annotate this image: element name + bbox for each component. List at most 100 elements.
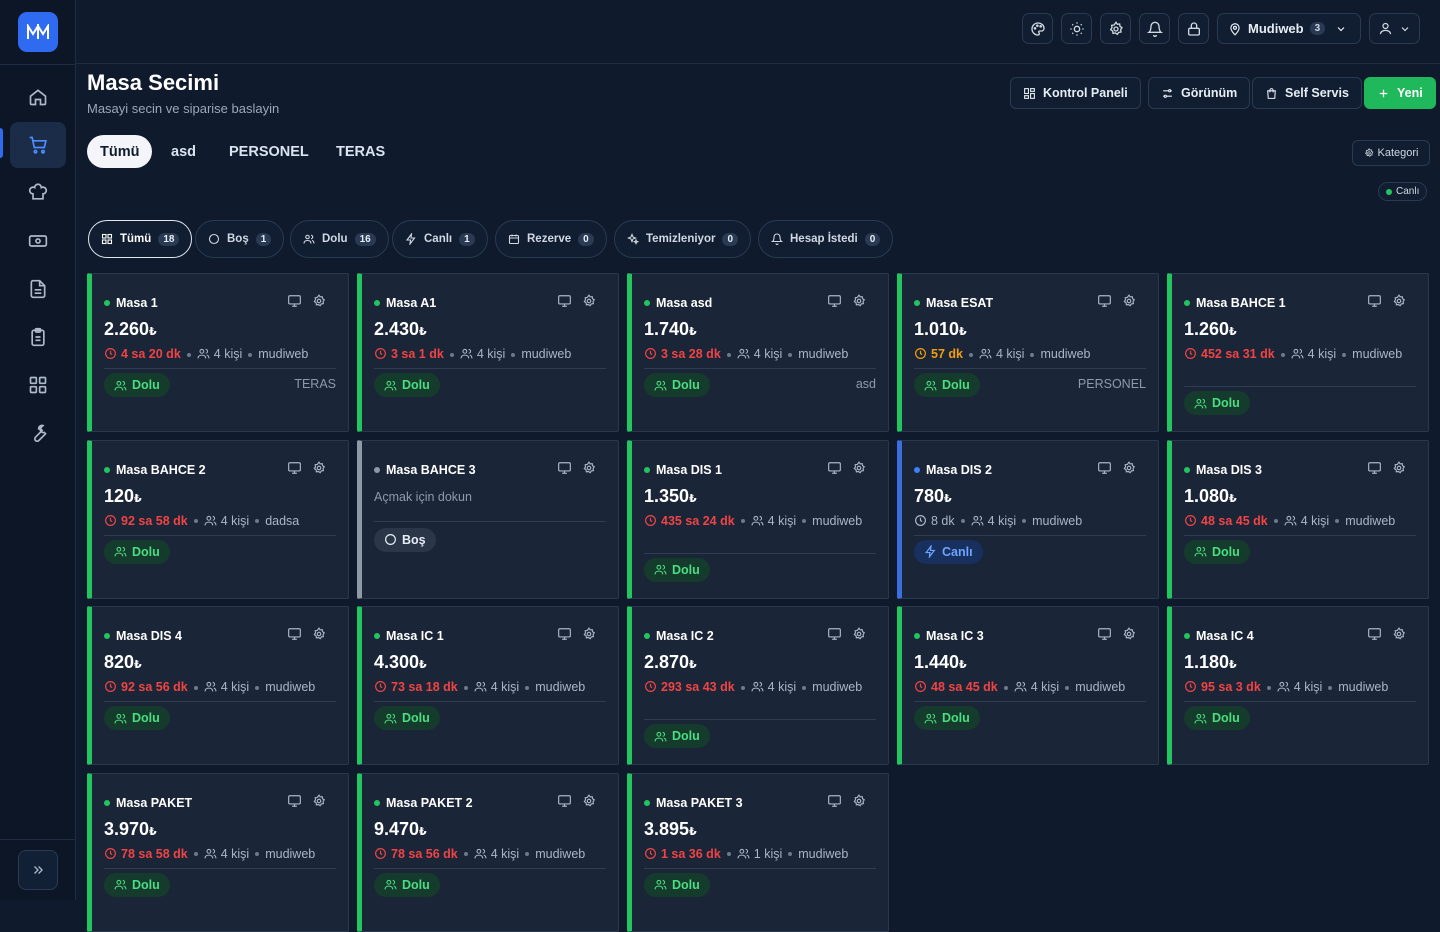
- page-title: Masa Secimi: [87, 70, 220, 95]
- gear-icon[interactable]: [312, 793, 326, 808]
- filter-occupied[interactable]: Dolu 16: [290, 220, 389, 258]
- gear-icon[interactable]: [312, 294, 326, 308]
- table-card[interactable]: Masa BAHCE 2 120₺ 92 sa 58 dk 4 kişi dadsa Do…: [87, 439, 349, 599]
- status-badge: Dolu: [1184, 539, 1250, 564]
- dashboard-button[interactable]: Kontrol Paneli: [1010, 77, 1141, 109]
- monitor-icon[interactable]: [1097, 461, 1112, 475]
- monitor-icon[interactable]: [1367, 294, 1382, 308]
- tab-teras[interactable]: TERAS: [336, 143, 386, 160]
- gear-icon[interactable]: [852, 460, 866, 475]
- table-card[interactable]: Masa DIS 2 780₺ 8 dk 4 kişi mudiweb Canlı: [897, 439, 1159, 599]
- gear-icon[interactable]: [582, 294, 596, 308]
- tab-all[interactable]: Tümü: [87, 135, 153, 168]
- table-card[interactable]: Masa DIS 4 820₺ 92 sa 56 dk 4 kişi mudiweb Do…: [87, 606, 349, 765]
- monitor-icon[interactable]: [287, 461, 302, 475]
- tab-asd[interactable]: asd: [171, 143, 196, 160]
- table-card[interactable]: Masa IC 4 1.180₺ 95 sa 3 dk 4 kişi mudiweb Do…: [1167, 606, 1429, 765]
- location-selector[interactable]: Mudiweb 3: [1217, 13, 1361, 44]
- monitor-icon[interactable]: [827, 461, 842, 475]
- gear-icon[interactable]: [1122, 294, 1136, 308]
- filter-all[interactable]: Tümü 18: [88, 220, 193, 258]
- cash-icon[interactable]: [10, 218, 66, 264]
- gear-icon[interactable]: [852, 793, 866, 808]
- settings-button[interactable]: [1100, 13, 1131, 44]
- filter-reserved[interactable]: Rezerve 0: [495, 220, 607, 258]
- table-card[interactable]: Masa IC 2 2.870₺ 293 sa 43 dk 4 kişi mudiweb…: [627, 606, 889, 765]
- gear-icon[interactable]: [1392, 627, 1406, 641]
- monitor-icon[interactable]: [287, 794, 302, 808]
- theme-button[interactable]: [1061, 13, 1092, 44]
- palette-button[interactable]: [1022, 13, 1053, 44]
- expand-sidebar-button[interactable]: [18, 850, 58, 890]
- table-card[interactable]: Masa BAHCE 3 Açmak için dokun Boş: [357, 439, 619, 599]
- filter-cleaning[interactable]: Temizleniyor 0: [614, 220, 752, 258]
- table-card[interactable]: Masa IC 1 4.300₺ 73 sa 18 dk 4 kişi mudiweb D…: [357, 606, 619, 765]
- monitor-icon[interactable]: [557, 627, 572, 641]
- gear-icon[interactable]: [1392, 294, 1406, 308]
- guest-count-value: 4 kişi: [476, 347, 506, 361]
- monitor-icon[interactable]: [1097, 627, 1112, 641]
- table-card[interactable]: Masa ESAT 1.010₺ 57 dk 4 kişi mudiweb PERSONE…: [897, 273, 1159, 432]
- monitor-icon[interactable]: [827, 794, 842, 808]
- monitor-icon[interactable]: [557, 794, 572, 808]
- status-dot: [644, 466, 650, 473]
- table-amount: 2.430₺: [374, 319, 427, 340]
- table-card[interactable]: Masa IC 3 1.440₺ 48 sa 45 dk 4 kişi mudiweb D…: [897, 606, 1159, 765]
- table-card[interactable]: Masa asd 1.740₺ 3 sa 28 dk 4 kişi mudiweb asd…: [627, 273, 889, 432]
- table-card[interactable]: Masa 1 2.260₺ 4 sa 20 dk 4 kişi mudiweb TERAS…: [87, 273, 349, 432]
- view-button[interactable]: Görünüm: [1148, 77, 1251, 109]
- gear-icon[interactable]: [312, 627, 326, 641]
- account-menu[interactable]: [1369, 13, 1420, 44]
- monitor-icon[interactable]: [1097, 294, 1112, 308]
- location-name: Mudiweb: [1248, 21, 1304, 36]
- monitor-icon[interactable]: [1367, 461, 1382, 475]
- table-card[interactable]: Masa PAKET 3.970₺ 78 sa 58 dk 4 kişi mudiweb…: [87, 772, 349, 932]
- monitor-icon[interactable]: [287, 294, 302, 308]
- status-label: Dolu: [672, 562, 700, 577]
- monitor-icon[interactable]: [557, 294, 572, 308]
- monitor-icon[interactable]: [287, 627, 302, 641]
- gear-icon[interactable]: [1122, 460, 1136, 475]
- table-card[interactable]: Masa PAKET 3 3.895₺ 1 sa 36 dk 1 kişi mudiwe…: [627, 772, 889, 932]
- grid-icon[interactable]: [10, 362, 66, 408]
- monitor-icon[interactable]: [557, 461, 572, 475]
- gear-icon[interactable]: [312, 460, 326, 475]
- filter-live[interactable]: Canlı 1: [392, 220, 488, 258]
- self-service-button[interactable]: Self Servis: [1252, 77, 1362, 109]
- monitor-icon[interactable]: [827, 627, 842, 641]
- table-card[interactable]: Masa A1 2.430₺ 3 sa 1 dk 4 kişi mudiweb Dolu: [357, 273, 619, 432]
- gear-icon[interactable]: [852, 294, 866, 308]
- notifications-button[interactable]: [1139, 13, 1170, 44]
- table-card[interactable]: Masa BAHCE 1 1.260₺ 452 sa 31 dk 4 kişi mudi…: [1167, 273, 1429, 432]
- filter-empty[interactable]: Boş 1: [195, 220, 285, 258]
- table-card[interactable]: Masa DIS 1 1.350₺ 435 sa 24 dk 4 kişi mudiwe…: [627, 439, 889, 599]
- table-card[interactable]: Masa DIS 3 1.080₺ 48 sa 45 dk 4 kişi mudiweb…: [1167, 439, 1429, 599]
- home-icon[interactable]: [10, 74, 66, 120]
- tab-personel[interactable]: PERSONEL: [229, 143, 309, 160]
- lock-button[interactable]: [1178, 13, 1209, 44]
- gear-icon[interactable]: [582, 460, 596, 475]
- app-logo[interactable]: [18, 12, 58, 52]
- monitor-icon[interactable]: [1367, 627, 1382, 641]
- gear-icon[interactable]: [582, 793, 596, 808]
- clipboard-icon[interactable]: [10, 314, 66, 360]
- monitor-icon[interactable]: [827, 294, 842, 308]
- gear-icon[interactable]: [1122, 627, 1136, 641]
- category-button[interactable]: Kategori: [1352, 140, 1430, 166]
- table-amount: 1.740₺: [644, 319, 697, 340]
- table-name: Masa asd: [656, 296, 713, 310]
- table-card[interactable]: Masa PAKET 2 9.470₺ 78 sa 56 dk 4 kişi mudiw…: [357, 772, 619, 932]
- gear-icon[interactable]: [1392, 460, 1406, 475]
- new-button[interactable]: Yeni: [1364, 77, 1436, 109]
- gear-icon[interactable]: [582, 627, 596, 641]
- page-subtitle: Masayi secin ve siparise baslayin: [87, 101, 280, 116]
- document-icon[interactable]: [10, 266, 66, 312]
- wrench-icon[interactable]: [10, 410, 66, 456]
- table-name: Masa DIS 3: [1196, 462, 1263, 477]
- elapsed-time: 92 sa 58 dk: [104, 514, 188, 528]
- gear-icon[interactable]: [852, 627, 866, 641]
- cart-icon[interactable]: [10, 122, 66, 168]
- elapsed-time-value: 3 sa 28 dk: [661, 347, 721, 361]
- filter-bill-requested[interactable]: Hesap İstedi 0: [758, 220, 894, 258]
- chef-hat-icon[interactable]: [10, 170, 66, 216]
